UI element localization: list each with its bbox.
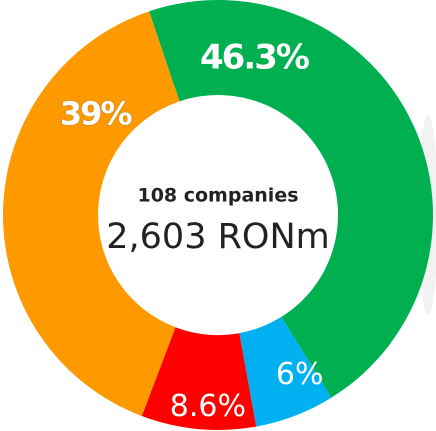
value-label: 6%: [276, 357, 324, 392]
center-title: 108 companies: [137, 185, 298, 207]
center-value: 2,603 RONm: [106, 217, 329, 257]
donut-slice: [141, 327, 257, 430]
donut-slice: [149, 0, 433, 398]
donut-slice: [239, 316, 332, 427]
donut-slice: [2, 11, 180, 417]
value-label: 46.3%: [200, 38, 309, 78]
value-label: 39%: [60, 95, 133, 133]
value-label: 8.6%: [170, 389, 246, 424]
